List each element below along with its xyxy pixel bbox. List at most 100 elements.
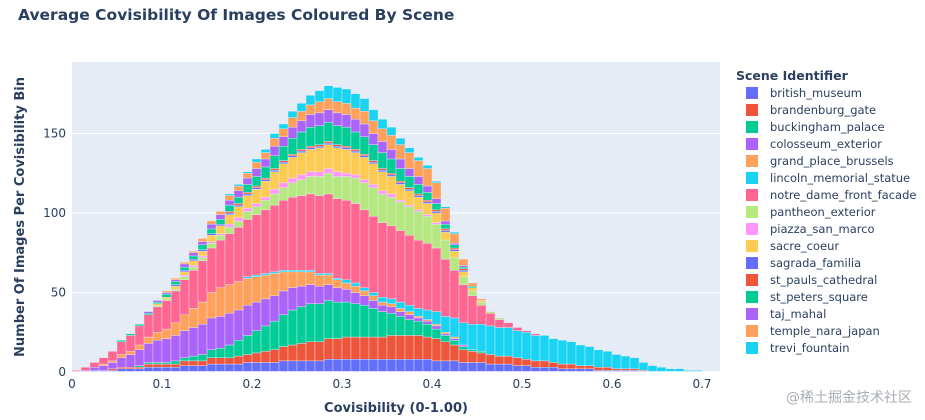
bar-segment-trevi_fountain [242,171,253,174]
bar-segment-notre_dame_front_facade [233,227,244,282]
legend-item-british_museum[interactable]: british_museum [746,86,862,100]
bar-segment-colosseum_exterior [368,300,379,309]
bar-segment-piazza_san_marco [368,184,379,188]
bar-segment-st_pauls_cathedral [368,160,379,163]
bar-segment-piazza_san_marco [341,173,352,177]
bar-segment-sacre_coeur [179,271,190,276]
bar-segment-st_peters_square [152,301,163,304]
bar-segment-st_peters_square [440,223,451,230]
legend-item-lincoln_memorial_statue[interactable]: lincoln_memorial_statue [746,171,910,185]
bar-segment-piazza_san_marco [413,209,424,212]
bar-segment-piazza_san_marco [377,190,388,195]
bar-segment-sacre_coeur [197,250,208,257]
bar-segment-lincoln_memorial_statue [260,273,271,276]
bar-segment-sacre_coeur [413,196,424,211]
bar-segment-notre_dame_front_facade [521,330,532,333]
bar-segment-notre_dame_front_facade [260,209,271,274]
bar-segment-sagrada_familia [305,147,316,150]
bar-segment-notre_dame_front_facade [494,319,505,328]
legend-item-trevi_fountain[interactable]: trevi_fountain [746,341,850,355]
bar-segment-temple_nara_japan [368,120,379,134]
bar-segment-british_museum [188,365,199,373]
legend-item-taj_mahal[interactable]: taj_mahal [746,307,826,321]
bar-segment-colosseum_exterior [431,325,442,330]
bar-segment-st_peters_square [314,125,325,145]
bar-segment-sacre_coeur [386,176,397,195]
bar-segment-colosseum_exterior [386,306,397,314]
legend-item-buckingham_palace[interactable]: buckingham_palace [746,120,885,134]
bar-segment-lincoln_memorial_statue [575,344,586,366]
bar-segment-pantheon_exterior [332,176,343,199]
bar-segment-notre_dame_front_facade [152,306,163,333]
bar-segment-st_pauls_cathedral [278,160,289,163]
bar-segment-st_peters_square [377,152,388,169]
legend-swatch [746,155,758,167]
bar-segment-brandenburg_gate [251,352,262,363]
bar-segment-st_peters_square [341,126,352,147]
bar-segment-lincoln_memorial_statue [530,335,541,362]
legend-item-sagrada_familia[interactable]: sagrada_familia [746,256,861,270]
bar-segment-brandenburg_gate [431,338,442,362]
bar-segment-notre_dame_front_facade [485,312,496,327]
bar-segment-sacre_coeur [341,149,352,174]
legend-item-sacre_coeur[interactable]: sacre_coeur [746,239,839,253]
legend-item-temple_nara_japan[interactable]: temple_nara_japan [746,324,880,338]
bar-segment-notre_dame_front_facade [341,200,352,280]
legend-item-st_pauls_cathedral[interactable]: st_pauls_cathedral [746,273,877,287]
bar-segment-st_peters_square [404,176,415,188]
bar-segment-sacre_coeur [170,285,181,290]
bar-segment-sagrada_familia [251,187,262,190]
bar-segment-pantheon_exterior [350,177,361,204]
bar-segment-brandenburg_gate [161,363,172,368]
bar-segment-trevi_fountain [404,147,415,153]
bar-segment-sacre_coeur [431,212,442,223]
legend-label: buckingham_palace [770,120,885,134]
bar-segment-sagrada_familia [242,193,253,196]
bar-segment-grand_place_brussels [377,301,388,306]
legend-label: piazza_san_marco [770,222,875,236]
bar-segment-temple_nara_japan [341,103,352,115]
bar-segment-taj_mahal [449,243,460,246]
bar-segment-pantheon_exterior [431,223,442,249]
y-tick-label: 0 [58,365,66,379]
bar-segment-sacre_coeur [332,147,343,172]
bar-segment-buckingham_palace [440,335,451,342]
bar-segment-brandenburg_gate [260,351,271,363]
bar-segment-trevi_fountain [269,133,280,139]
legend-item-grand_place_brussels[interactable]: grand_place_brussels [746,154,894,168]
bar-segment-st_peters_square [206,228,217,234]
legend-item-colosseum_exterior[interactable]: colosseum_exterior [746,137,882,151]
bar-segment-st_peters_square [350,131,361,150]
bar-segment-colosseum_exterior [359,295,370,306]
legend-swatch [746,325,758,337]
legend-item-st_peters_square[interactable]: st_peters_square [746,290,868,304]
bar-segment-st_peters_square [431,203,442,211]
bar-segment-temple_nara_japan [233,185,244,191]
bar-segment-brandenburg_gate [557,363,568,370]
bar-segment-colosseum_exterior [296,285,307,308]
bar-segment-notre_dame_front_facade [467,295,478,325]
bar-segment-buckingham_palace [341,301,352,338]
legend-swatch [746,274,758,286]
bar-segment-grand_place_brussels [161,328,172,339]
y-tick-label: 150 [43,127,66,141]
bar-segment-pantheon_exterior [197,257,208,261]
bar-segment-pantheon_exterior [386,196,397,226]
bar-segment-british_museum [449,360,460,373]
bar-segment-st_peters_square [188,255,199,260]
legend-item-notre_dame_front_facade[interactable]: notre_dame_front_facade [746,188,916,202]
legend-item-pantheon_exterior[interactable]: pantheon_exterior [746,205,876,219]
bar-segment-british_museum [494,363,505,373]
x-tick-label: 0 [68,377,76,391]
bar-segment-colosseum_exterior [251,301,262,331]
bar-segment-pantheon_exterior [458,276,469,285]
bar-segment-notre_dame_front_facade [314,195,325,274]
bar-segment-st_peters_square [386,158,397,174]
bar-segment-lincoln_memorial_statue [647,365,658,373]
legend-item-brandenburg_gate[interactable]: brandenburg_gate [746,103,876,117]
legend-item-piazza_san_marco[interactable]: piazza_san_marco [746,222,875,236]
bar-segment-pantheon_exterior [206,243,217,249]
bar-segment-colosseum_exterior [332,287,343,303]
legend-label: st_pauls_cathedral [770,273,877,287]
bar-segment-piazza_san_marco [215,233,226,236]
